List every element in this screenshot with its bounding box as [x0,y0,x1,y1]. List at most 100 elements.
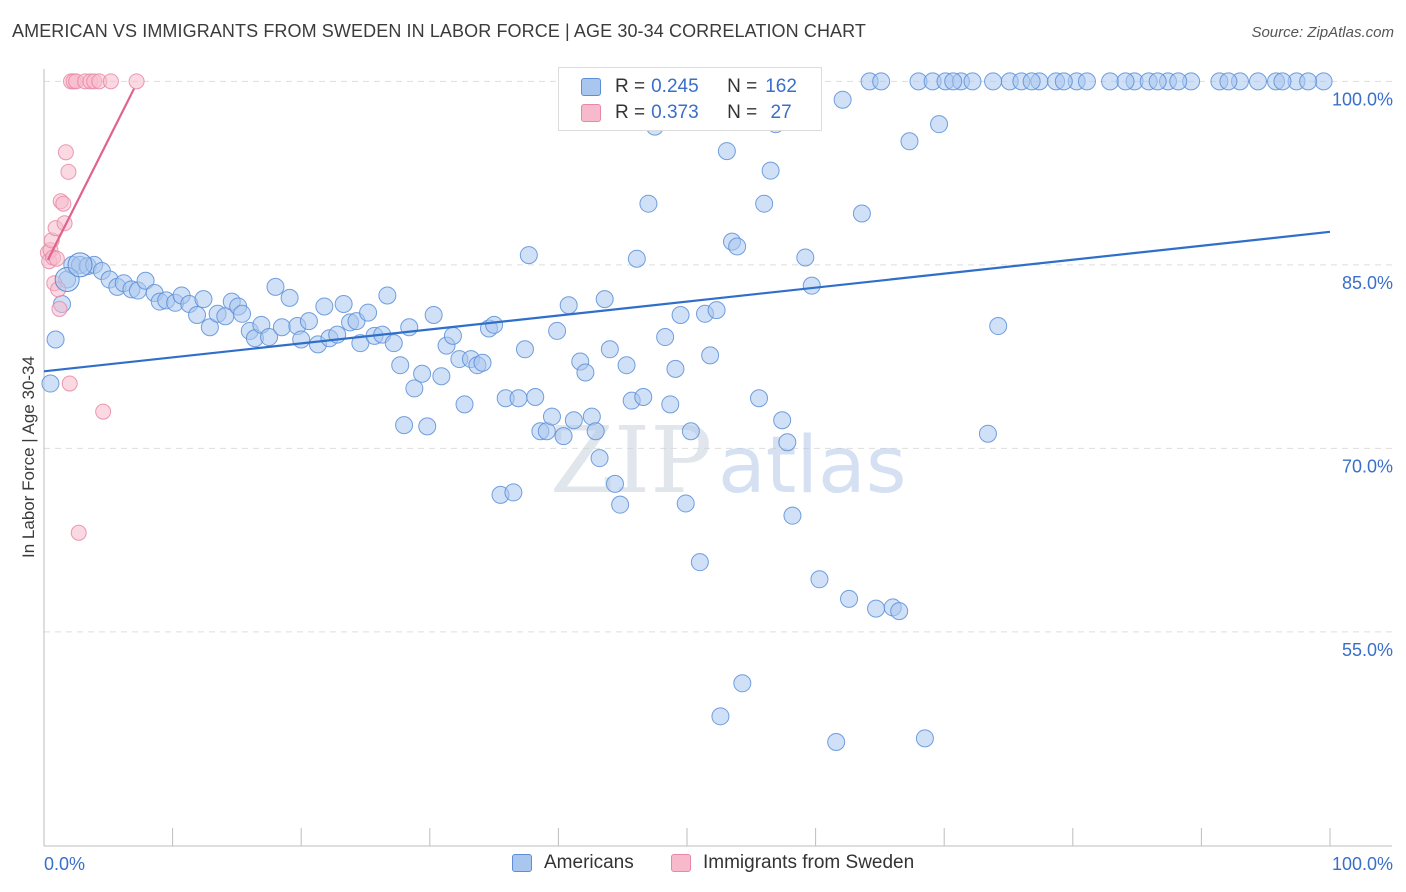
american-point [590,449,609,468]
sweden-point [55,195,72,212]
american-point [810,570,829,589]
bottom-legend-americans: Americans [512,852,634,874]
american-point [627,249,646,268]
american-point [867,599,886,618]
sweden-trend-line [46,88,136,261]
american-point [194,290,213,309]
legend-r-label: R = [615,76,646,97]
american-point [424,306,443,325]
american-point [1219,72,1238,91]
american-point [200,318,219,337]
american-point [1299,72,1318,91]
american-point [292,330,311,349]
legend-r-label: R = [615,102,646,123]
american-point [750,389,769,408]
y-tick-label: 85.0% [1342,273,1393,293]
sweden-point [61,375,78,392]
american-point [711,707,730,726]
legend-swatch-sweden [581,104,601,122]
american-point [690,553,709,572]
sweden-point [60,163,77,180]
sweden-point [95,403,112,420]
american-point [802,276,821,295]
american-point [359,303,378,322]
american-point [548,321,567,340]
american-point [41,374,60,393]
sweden-point [128,73,145,90]
american-point [617,356,636,375]
american-point [872,72,891,91]
american-point [473,353,492,372]
american-point [391,356,410,375]
american-point [661,395,680,414]
american-point [455,395,474,414]
y-axis-title: In Labor Force | Age 30-34 [19,356,38,558]
legend: R = 0.245 N = 162 R = 0.373 N = 27 [558,67,822,131]
american-point [554,427,573,446]
legend-r-value: 0.245 [651,76,699,97]
legend-row-americans: R = 0.245 N = 162 [581,75,797,99]
sweden-point [70,524,87,541]
american-point [671,306,690,325]
american-point [272,318,291,337]
american-point [1077,72,1096,91]
bottom-legend-label-americans: Americans [544,852,634,873]
american-point [595,290,614,309]
american-point [432,367,451,386]
american-point [840,589,859,608]
y-tick-label: 100.0% [1332,89,1393,109]
american-point [900,132,919,151]
american-point [46,330,65,349]
y-tick-label: 55.0% [1342,640,1393,660]
american-point [576,363,595,382]
legend-r-value: 0.373 [651,102,699,123]
x-tick-label: 0.0% [44,854,85,874]
american-point [1273,72,1292,91]
american-point [944,72,963,91]
tick-labels: 55.0% 70.0% 85.0% 100.0% 0.0% 100.0% [44,89,1393,874]
american-point [634,387,653,406]
american-point [755,194,774,213]
american-point [681,422,700,441]
data-points [39,72,1333,752]
bottom-legend-swatch-sweden [671,854,691,872]
american-point [963,72,982,91]
american-point [526,387,545,406]
american-point [443,326,462,345]
american-point [761,161,780,180]
american-point [188,306,207,325]
american-point [515,340,534,359]
legend-n-label: N = [727,76,758,97]
american-point [600,340,619,359]
american-point [1148,72,1167,91]
american-point [833,90,852,109]
x-tick-label: 100.0% [1332,854,1393,874]
axes [43,69,1392,847]
american-point [413,364,432,383]
american-point [666,359,685,378]
american-point [796,248,815,267]
american-point [1054,72,1073,91]
american-point [733,674,752,693]
american-point [827,733,846,752]
american-point [717,142,736,161]
american-point [266,277,285,296]
american-point [233,304,252,323]
bottom-legend-swatch-americans [512,854,532,872]
y-tick-label: 70.0% [1342,456,1393,476]
american-point [315,297,334,316]
american-point [915,729,934,748]
american-point [542,407,561,426]
american-point [67,252,93,278]
american-point [701,346,720,365]
bottom-legend-label-sweden: Immigrants from Sweden [703,852,915,873]
american-point [586,422,605,441]
american-point [656,328,675,347]
american-point [611,495,630,514]
american-point [676,494,695,513]
sweden-point [57,144,74,161]
americans-trend-line [43,230,1331,373]
american-point [280,288,299,307]
legend-n-value: 162 [765,76,797,97]
